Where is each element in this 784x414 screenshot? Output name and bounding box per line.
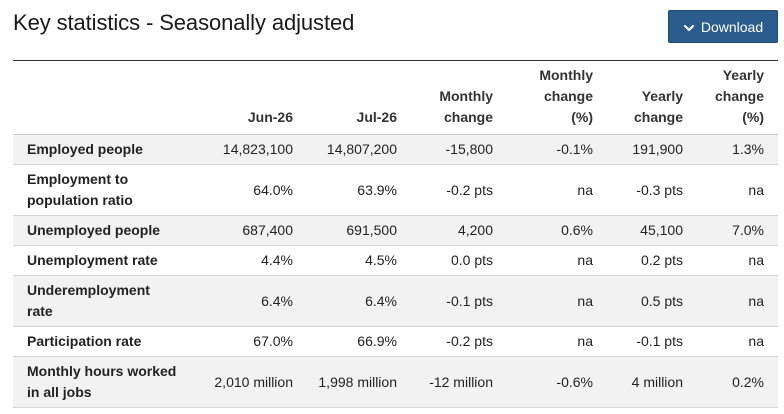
- table-row: Monthly hours worked in all jobs 2,010 m…: [13, 356, 778, 408]
- table-cell: 191,900: [607, 134, 697, 165]
- table-cell: -0.1 pts: [411, 275, 507, 327]
- column-header: Jun-26: [193, 60, 307, 135]
- table-cell: 4 million: [607, 356, 697, 408]
- table-cell: 4.5%: [307, 245, 411, 276]
- table-cell: na: [507, 326, 607, 357]
- table-row: Underemployment rate 6.4% 6.4% -0.1 pts …: [13, 275, 778, 327]
- table-cell: na: [697, 275, 778, 327]
- chevron-down-icon: [683, 21, 695, 33]
- table-cell: na: [507, 245, 607, 276]
- row-label: Unemployment rate: [13, 245, 193, 276]
- table-cell: -0.3 pts: [607, 164, 697, 216]
- table-cell: 4.4%: [193, 245, 307, 276]
- table-cell: 6.4%: [307, 275, 411, 327]
- table-cell: na: [697, 164, 778, 216]
- table-cell: 0.5 pts: [607, 275, 697, 327]
- key-statistics-table: Jun-26 Jul-26 Monthly change Monthly cha…: [13, 60, 778, 408]
- row-label: Underemployment rate: [13, 275, 193, 327]
- column-header: Monthly change: [411, 60, 507, 135]
- column-header: Jul-26: [307, 60, 411, 135]
- row-label: Unemployed people: [13, 215, 193, 246]
- table-cell: 64.0%: [193, 164, 307, 216]
- column-header: Yearly change (%): [697, 60, 778, 135]
- table-cell: -0.6%: [507, 356, 607, 408]
- table-cell: -0.2 pts: [411, 164, 507, 216]
- table-cell: -12 million: [411, 356, 507, 408]
- table-cell: 4,200: [411, 215, 507, 246]
- table-cell: 2,010 million: [193, 356, 307, 408]
- table-row: Participation rate 67.0% 66.9% -0.2 pts …: [13, 326, 778, 357]
- download-button[interactable]: Download: [668, 10, 778, 43]
- table-cell: na: [697, 245, 778, 276]
- table-row: Employed people 14,823,100 14,807,200 -1…: [13, 134, 778, 165]
- row-label: Monthly hours worked in all jobs: [13, 356, 193, 408]
- table-cell: 0.6%: [507, 215, 607, 246]
- table-cell: 66.9%: [307, 326, 411, 357]
- table-cell: 14,807,200: [307, 134, 411, 165]
- table-cell: 63.9%: [307, 164, 411, 216]
- table-cell: 67.0%: [193, 326, 307, 357]
- table-cell: 7.0%: [697, 215, 778, 246]
- table-cell: na: [507, 275, 607, 327]
- column-header: Monthly change (%): [507, 60, 607, 135]
- row-label: Employment to population ratio: [13, 164, 193, 216]
- table-cell: 0.2%: [697, 356, 778, 408]
- row-label: Employed people: [13, 134, 193, 165]
- table-cell: -0.1 pts: [607, 326, 697, 357]
- column-header: Yearly change: [607, 60, 697, 135]
- row-label: Participation rate: [13, 326, 193, 357]
- table-cell: 0.2 pts: [607, 245, 697, 276]
- table-cell: 1,998 million: [307, 356, 411, 408]
- table-cell: -0.2 pts: [411, 326, 507, 357]
- table-cell: na: [507, 164, 607, 216]
- table-cell: 6.4%: [193, 275, 307, 327]
- table-cell: 687,400: [193, 215, 307, 246]
- page-title: Key statistics - Seasonally adjusted: [13, 10, 355, 35]
- table-cell: 14,823,100: [193, 134, 307, 165]
- table-row: Unemployed people 687,400 691,500 4,200 …: [13, 215, 778, 246]
- table-row: Employment to population ratio 64.0% 63.…: [13, 164, 778, 216]
- table-cell: -15,800: [411, 134, 507, 165]
- table-cell: -0.1%: [507, 134, 607, 165]
- download-button-label: Download: [700, 18, 764, 35]
- table-header-row: Jun-26 Jul-26 Monthly change Monthly cha…: [13, 60, 778, 135]
- column-header: [13, 60, 193, 135]
- table-cell: 0.0 pts: [411, 245, 507, 276]
- table-row: Unemployment rate 4.4% 4.5% 0.0 pts na 0…: [13, 245, 778, 276]
- table-cell: 45,100: [607, 215, 697, 246]
- table-cell: na: [697, 326, 778, 357]
- table-cell: 1.3%: [697, 134, 778, 165]
- table-cell: 691,500: [307, 215, 411, 246]
